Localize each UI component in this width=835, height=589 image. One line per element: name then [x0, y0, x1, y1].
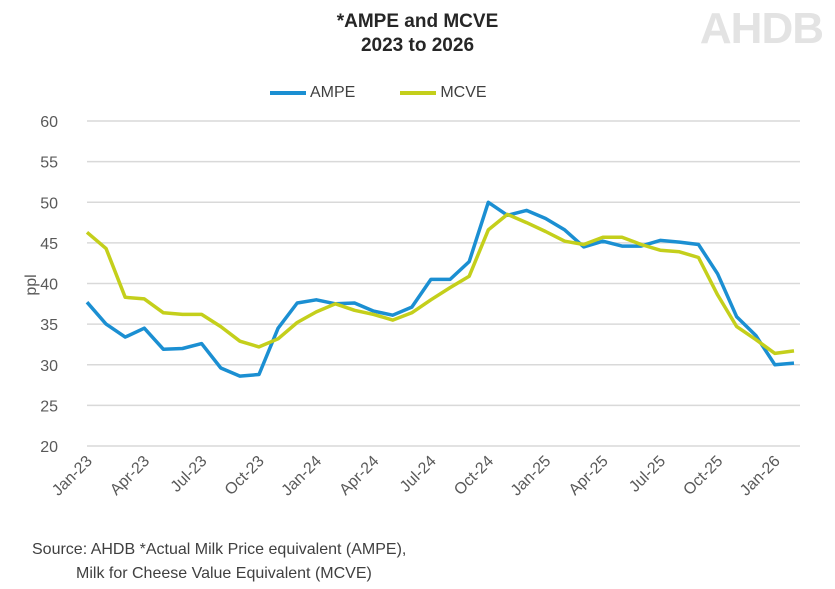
legend-item-mcve: MCVE [400, 84, 487, 102]
source-note: Source: AHDB *Actual Milk Price equivale… [32, 538, 406, 586]
legend: AMPE MCVE [270, 84, 532, 102]
x-tick-label: Apr-25 [566, 453, 612, 499]
x-tick-label: Jul-24 [397, 453, 440, 496]
series-line-ampe [85, 200, 795, 378]
ahdb-logo: AHDB [699, 4, 824, 53]
x-tick-label: Jul-25 [626, 453, 669, 496]
y-tick-label: 60 [40, 114, 58, 131]
x-tick-label: Oct-24 [451, 453, 497, 499]
y-tick-label: 40 [40, 277, 58, 294]
x-tick-label: Jan-24 [279, 453, 326, 500]
y-tick-label: 30 [40, 358, 58, 375]
y-tick-label: 45 [40, 236, 58, 253]
x-tick-label: Jan-26 [737, 453, 784, 500]
x-tick-label: Apr-23 [107, 453, 153, 499]
legend-label-mcve: MCVE [440, 84, 487, 101]
y-tick-label: 20 [40, 439, 58, 456]
chart-title: *AMPE and MCVE [336, 11, 499, 32]
x-tick-label: Jul-23 [168, 453, 211, 496]
x-tick-label: Apr-24 [336, 453, 382, 499]
x-tick-label: Oct-25 [680, 453, 726, 499]
x-tick-label: Jan-23 [49, 453, 96, 500]
y-tick-label: 25 [40, 398, 58, 415]
source-line-2: Milk for Cheese Value Equivalent (MCVE) [76, 565, 372, 582]
legend-swatch-ampe [270, 91, 306, 95]
legend-swatch-mcve [400, 91, 437, 95]
chart-subtitle: 2023 to 2026 [360, 35, 475, 56]
x-tick-label: Jan-25 [508, 453, 555, 500]
series-line-mcve [85, 212, 795, 356]
y-tick-label: 55 [40, 155, 58, 172]
legend-item-ampe: AMPE [270, 84, 355, 102]
legend-label-ampe: AMPE [310, 84, 356, 101]
y-tick-label: 50 [40, 195, 58, 212]
x-tick-label: Oct-23 [222, 453, 268, 499]
y-axis-label: ppl [23, 274, 40, 295]
y-tick-label: 35 [40, 317, 58, 334]
source-line-1: Source: AHDB *Actual Milk Price equivale… [32, 541, 407, 558]
